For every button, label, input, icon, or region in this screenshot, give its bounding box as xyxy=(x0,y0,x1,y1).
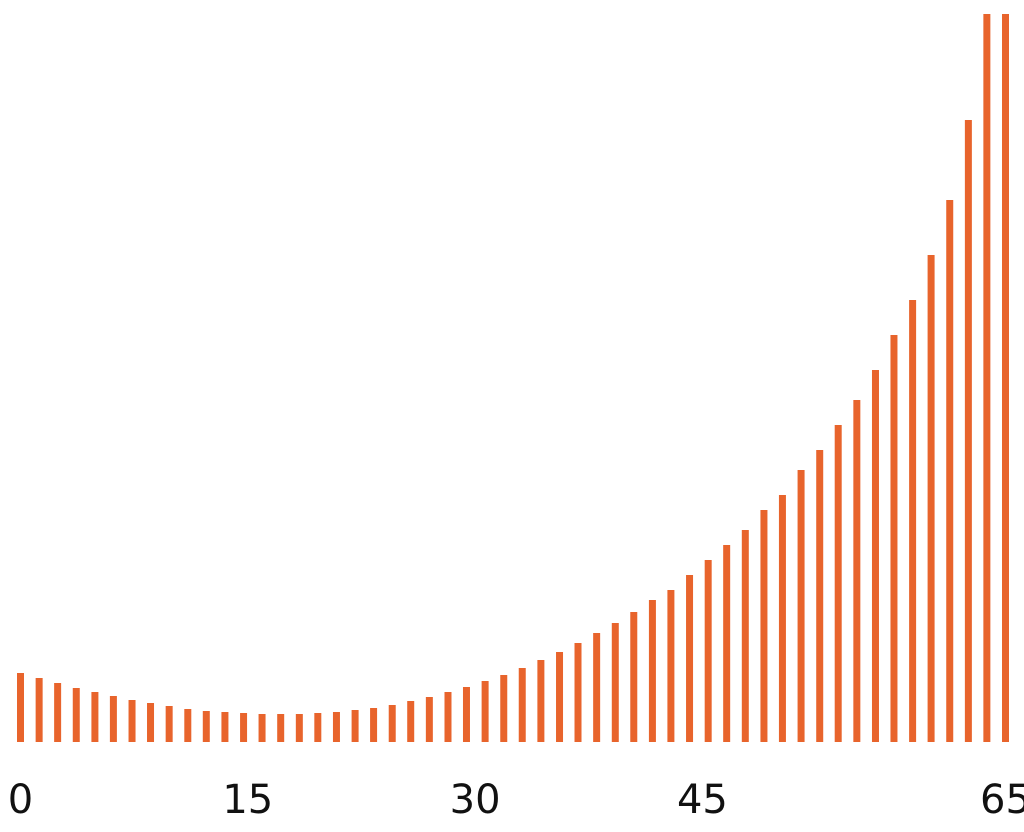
bar xyxy=(723,545,731,742)
bar xyxy=(537,660,545,742)
bar xyxy=(184,709,192,742)
bar xyxy=(388,705,396,742)
bar xyxy=(128,700,136,742)
bar xyxy=(17,673,24,742)
bar xyxy=(500,675,508,742)
bar xyxy=(54,683,62,742)
bar xyxy=(351,710,359,742)
bar xyxy=(648,600,656,742)
bar xyxy=(909,300,917,742)
bar xyxy=(686,575,694,742)
bar xyxy=(444,692,452,742)
bar xyxy=(593,633,601,742)
bar xyxy=(556,652,564,742)
bar xyxy=(72,688,80,742)
bar xyxy=(574,643,582,742)
x-tick-label: 0 xyxy=(8,777,33,823)
bar xyxy=(240,713,248,742)
bar xyxy=(760,510,768,742)
bar xyxy=(630,612,638,742)
bar xyxy=(109,696,117,742)
bar xyxy=(295,714,303,742)
bar xyxy=(147,703,155,742)
bar xyxy=(481,681,489,742)
bar xyxy=(370,708,378,742)
bar xyxy=(946,200,954,742)
bar xyxy=(834,425,842,742)
bar xyxy=(258,714,266,742)
bar xyxy=(964,120,972,742)
bar xyxy=(667,590,675,742)
x-tick-label: 15 xyxy=(222,777,273,823)
bar xyxy=(91,692,99,742)
bar xyxy=(704,560,712,742)
bar xyxy=(611,623,619,742)
bar xyxy=(797,470,805,742)
bar xyxy=(221,712,229,742)
bar xyxy=(165,706,173,742)
bar xyxy=(332,712,340,742)
bar xyxy=(778,495,786,742)
bar xyxy=(202,711,210,742)
bar xyxy=(927,255,935,742)
bar xyxy=(462,687,470,742)
bar xyxy=(853,400,861,742)
bar xyxy=(277,714,285,742)
bar xyxy=(871,370,879,742)
bar xyxy=(35,678,43,742)
bar xyxy=(518,668,526,742)
x-tick-label: 45 xyxy=(677,777,728,823)
bar xyxy=(983,14,991,742)
bar xyxy=(314,713,322,742)
bar xyxy=(816,450,824,742)
x-tick-label: 30 xyxy=(450,777,501,823)
x-tick-label: 65 xyxy=(980,777,1024,823)
bar xyxy=(741,530,749,742)
bar xyxy=(890,335,898,742)
bar xyxy=(407,701,415,742)
bar xyxy=(1002,14,1009,742)
bar xyxy=(425,697,433,742)
